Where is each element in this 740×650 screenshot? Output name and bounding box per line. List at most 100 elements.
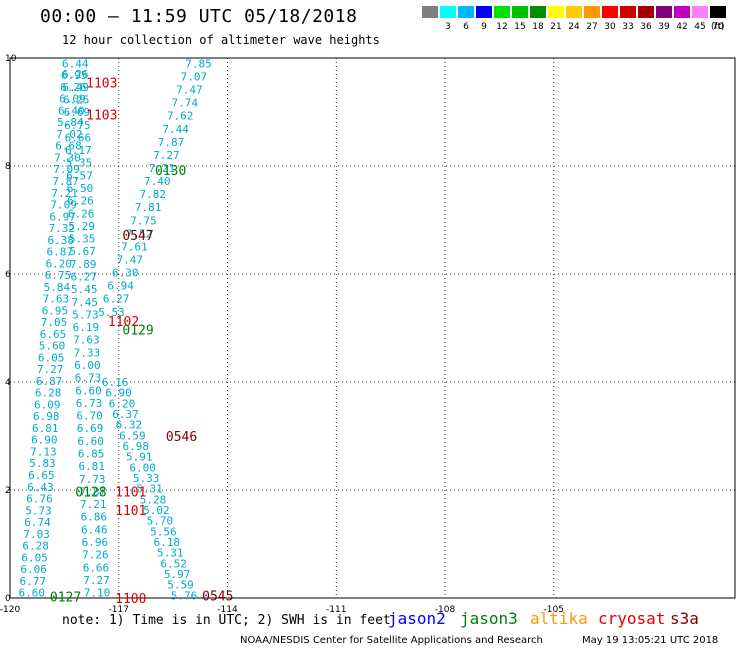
legend-swatch: [566, 6, 582, 18]
legend-label: 3: [445, 22, 451, 32]
wave-height-value: 7.82: [139, 188, 166, 201]
wave-height-value: 5.97: [164, 568, 191, 581]
wave-height-value: 7.02: [56, 128, 83, 141]
legend-swatch: [638, 6, 654, 18]
satellite-name: cryosat: [598, 609, 666, 628]
wave-height-value: 5.35: [66, 157, 93, 170]
wave-height-value: 7.30: [54, 151, 81, 164]
wave-height-value: 6.81: [32, 422, 59, 435]
wave-height-value: 5.70: [147, 515, 174, 528]
pass-time-label: 0546: [166, 430, 197, 445]
wave-height-value: 6.86: [81, 511, 108, 524]
wave-height-value: 6.50: [67, 182, 94, 195]
wave-height-value: 6.27: [103, 293, 130, 306]
wave-height-value: 7.07: [181, 70, 208, 83]
wave-height-value: 5.59: [167, 579, 194, 592]
wave-height-value: 5.76: [171, 589, 198, 602]
wave-height-value: 7.45: [72, 296, 99, 309]
wave-height-value: 7.27: [37, 363, 64, 376]
wave-height-value: 6.26: [67, 195, 94, 208]
y-tick-label: 4: [5, 378, 11, 388]
legend-swatch: [692, 6, 708, 18]
wave-height-value: 6.77: [19, 575, 46, 588]
wave-height-value: 7.21: [51, 187, 78, 200]
wave-height-value: 6.69: [77, 422, 104, 435]
wave-height-value: 5.29: [68, 220, 95, 233]
footnote: note: 1) Time is in UTC; 2) SWH is in fe…: [62, 613, 391, 628]
wave-height-value: 7.47: [117, 254, 144, 267]
wave-height-value: 7.63: [43, 293, 70, 306]
wave-height-value: 6.66: [83, 561, 110, 574]
x-tick-label: -120: [0, 605, 20, 615]
chart-subtitle: 12 hour collection of altimeter wave hei…: [62, 33, 380, 47]
wave-height-value: 7.21: [80, 498, 107, 511]
wave-height-value: 6.97: [49, 210, 76, 223]
wave-height-value: 5.91: [126, 451, 153, 464]
wave-height-value: 6.98: [123, 440, 150, 453]
legend-swatch: [602, 6, 618, 18]
wave-height-value: 6.16: [102, 376, 129, 389]
wave-height-value: 5.60: [39, 340, 66, 353]
wave-height-value: 6.66: [65, 131, 92, 144]
y-tick-label: 6: [5, 270, 11, 280]
wave-height-value: 5.28: [140, 493, 167, 506]
wave-height-value: 5.84: [57, 116, 84, 129]
wave-height-value: 7.33: [74, 346, 101, 359]
wave-height-value: 7.87: [52, 175, 79, 188]
wave-height-value: 6.73: [76, 397, 103, 410]
legend-label: 45: [694, 22, 706, 32]
wave-height-value: 6.46: [81, 523, 108, 536]
pass-time-label: 0128: [75, 486, 106, 501]
wave-height-value: 6.30: [112, 267, 139, 280]
wave-height-value: 6.28: [35, 387, 62, 400]
satellite-name: altika: [530, 609, 588, 628]
legend-swatch: [548, 6, 564, 18]
wave-height-value: 6.44: [62, 57, 89, 70]
legend-label: 12: [496, 22, 508, 32]
legend-label: 42: [676, 22, 688, 32]
wave-height-value: 7.73: [79, 473, 106, 486]
wave-height-value: 7.61: [121, 240, 148, 253]
wave-height-value: 5.31: [157, 547, 184, 560]
wave-height-value: 5.67: [69, 245, 96, 258]
wave-height-value: 6.52: [160, 557, 187, 570]
y-tick-label: 10: [5, 54, 17, 64]
legend-label: 30: [604, 22, 616, 32]
wave-height-value: 7.03: [23, 528, 50, 541]
wave-height-value: 7.74: [172, 97, 199, 110]
wave-height-value: 6.68: [55, 140, 82, 153]
wave-height-value: 6.75: [64, 119, 91, 132]
pass-time-label: 1103: [86, 76, 117, 91]
wave-height-value: 6.60: [75, 384, 102, 397]
pass-time-label: 1103: [86, 109, 117, 124]
legend-swatch: [620, 6, 636, 18]
x-tick-label: -117: [109, 605, 129, 615]
legend-label: 6: [463, 22, 469, 32]
legend-swatch: [710, 6, 726, 18]
legend-swatch: [422, 6, 438, 18]
x-tick-label: -105: [544, 605, 564, 615]
wave-height-value: 7.27: [83, 574, 110, 587]
wave-height-value: 6.09: [59, 93, 86, 106]
wave-height-value: 6.49: [63, 81, 90, 94]
wave-height-value: 6.65: [28, 469, 55, 482]
wave-height-value: 6.76: [26, 493, 53, 506]
wave-height-value: 7.09: [53, 163, 80, 176]
x-tick-label: -108: [435, 605, 456, 615]
wave-height-value: 6.00: [129, 461, 156, 474]
wave-height-value: 6.20: [109, 397, 136, 410]
legend-swatch: [512, 6, 528, 18]
wave-height-value: 6.87: [47, 246, 74, 259]
x-tick-label: -114: [217, 605, 238, 615]
wave-height-value: 6.27: [70, 271, 97, 284]
wave-height-value: 6.70: [76, 410, 103, 423]
wave-height-value: 6.00: [74, 359, 101, 372]
satellite-name: s3a: [670, 609, 699, 628]
credit-text: NOAA/NESDIS Center for Satellite Applica…: [240, 635, 543, 646]
legend-label: 24: [568, 22, 580, 32]
wave-height-value: 6.96: [82, 536, 109, 549]
legend-swatch: [440, 6, 456, 18]
wave-height-value: 6.90: [105, 387, 132, 400]
legend-label: 36: [640, 22, 652, 32]
wave-height-value: 7.05: [41, 316, 68, 329]
